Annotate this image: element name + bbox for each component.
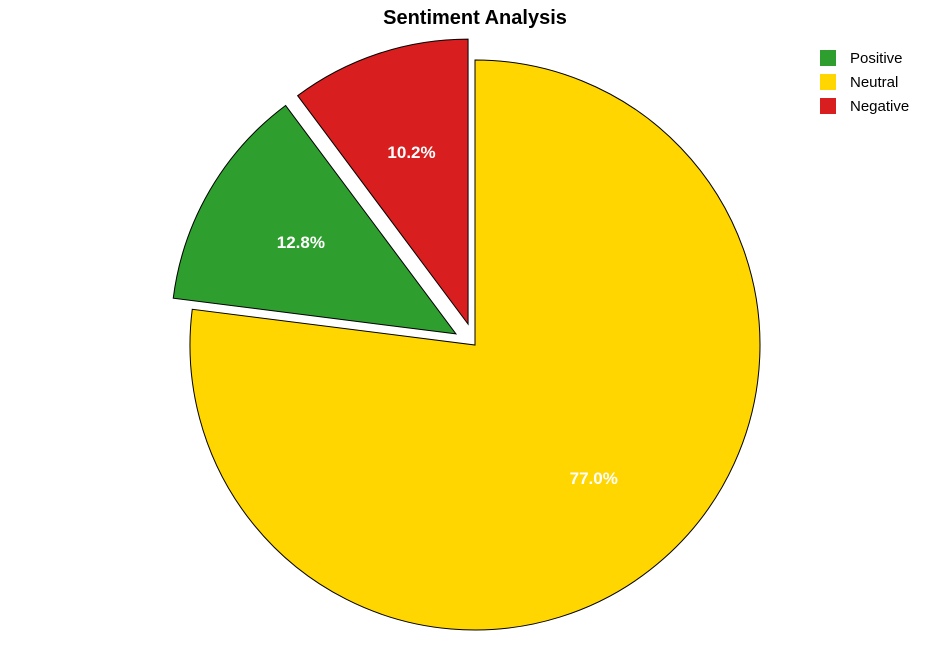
slice-label-neutral: 77.0% [570,469,618,488]
pie-slices: 77.0% 12.8% 10.2% [173,39,760,630]
slice-label-negative: 10.2% [387,143,435,162]
legend-swatch-negative [820,98,836,114]
legend-label-positive: Positive [850,50,903,67]
legend-label-neutral: Neutral [850,74,898,91]
chart-title: Sentiment Analysis [383,7,567,29]
legend-swatch-neutral [820,74,836,90]
legend: Positive Neutral Negative [820,50,909,115]
sentiment-pie-chart: Sentiment Analysis 77.0% 12.8% 10.2% Posit… [0,0,950,662]
legend-swatch-positive [820,50,836,66]
slice-label-positive: 12.8% [277,233,325,252]
legend-label-negative: Negative [850,98,909,115]
